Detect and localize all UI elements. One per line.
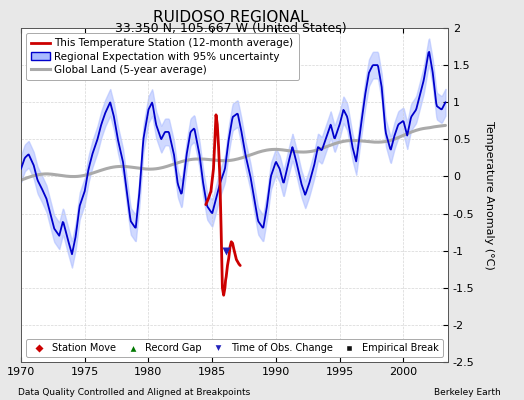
Y-axis label: Temperature Anomaly (°C): Temperature Anomaly (°C) <box>484 121 494 269</box>
Text: 33.350 N, 105.667 W (United States): 33.350 N, 105.667 W (United States) <box>115 22 346 35</box>
Text: Data Quality Controlled and Aligned at Breakpoints: Data Quality Controlled and Aligned at B… <box>18 388 250 397</box>
Text: Berkeley Earth: Berkeley Earth <box>434 388 500 397</box>
Legend: Station Move, Record Gap, Time of Obs. Change, Empirical Break: Station Move, Record Gap, Time of Obs. C… <box>26 339 443 357</box>
Text: RUIDOSO REGIONAL: RUIDOSO REGIONAL <box>153 10 308 25</box>
